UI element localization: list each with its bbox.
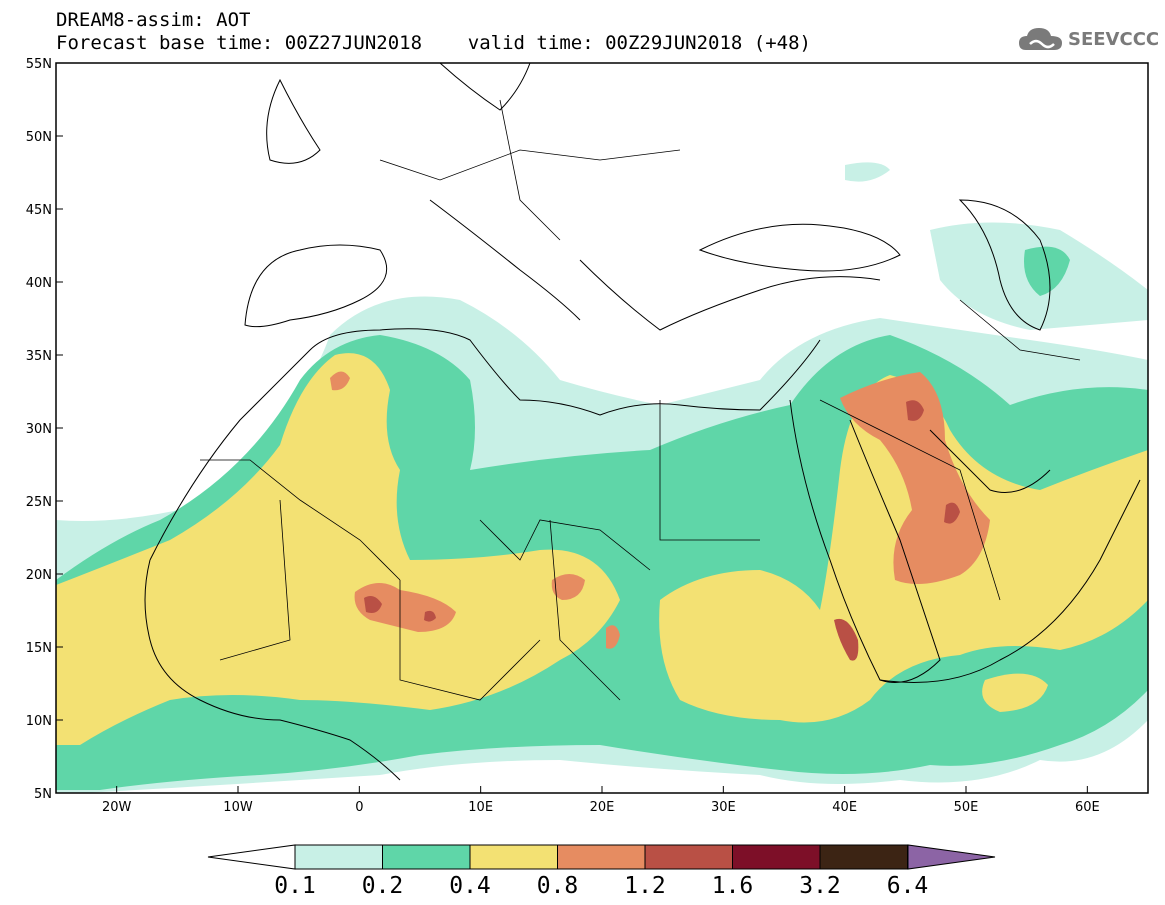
coast-africa-north	[149, 328, 821, 561]
colorbar-label: 0.2	[361, 873, 404, 899]
colorbar-label: 6.4	[886, 873, 929, 899]
aot-contour-0.8-sudan	[606, 625, 620, 649]
map-title: DREAM8-assim: AOT	[56, 9, 251, 31]
colorbar-label: 0.4	[449, 873, 491, 899]
aot-contour-1.2-niger	[424, 610, 436, 622]
lat-tick-label: 5N	[34, 787, 52, 802]
aot-field	[56, 63, 1148, 793]
coast-red-sea	[789, 399, 941, 683]
lat-tick-label: 25N	[26, 495, 52, 510]
border-europe-1	[379, 149, 681, 181]
coast-uk	[266, 78, 321, 164]
border-europe-2	[499, 99, 561, 241]
colorbar-box	[819, 844, 908, 870]
border-mali	[219, 499, 291, 661]
aot-contour-0.8-morocco	[330, 371, 350, 391]
coast-black-sea	[698, 223, 901, 272]
lat-tick-label: 30N	[26, 422, 52, 437]
aot-contour-1.2-iraq	[906, 400, 924, 421]
colorbar-box	[469, 844, 558, 870]
colorbar-boxes	[294, 844, 908, 870]
cloud-icon	[1019, 28, 1062, 50]
aot-contour-0.8-chad	[551, 574, 585, 600]
coastlines	[144, 63, 1141, 781]
lat-tick-label: 55N	[26, 57, 52, 72]
lon-tick-label: 40E	[832, 800, 857, 815]
coast-iberia	[244, 244, 388, 328]
lat-tick-label: 40N	[26, 276, 52, 291]
border-chad	[549, 519, 621, 701]
lat-tick-label: 50N	[26, 130, 52, 145]
colorbar-label: 0.1	[274, 873, 316, 899]
forecast-time-line: Forecast base time: 00Z27JUN2018 valid t…	[56, 32, 811, 54]
coast-persian-gulf	[929, 429, 1051, 493]
colorbar-box	[382, 844, 471, 870]
colorbar-label: 3.2	[799, 873, 841, 899]
colorbar-box	[557, 844, 646, 870]
lat-tick-label: 10N	[26, 714, 52, 729]
lat-tick-label: 35N	[26, 349, 52, 364]
aot-contour-0.8-mesopotamia	[840, 372, 990, 584]
lon-tick-label: 10W	[223, 800, 253, 815]
border-sahara-2	[479, 519, 651, 571]
lon-tick-label: 0	[355, 800, 363, 815]
border-niger	[399, 580, 541, 701]
colorbar	[207, 844, 996, 870]
coast-italy	[429, 199, 581, 321]
aot-contour-0.4-arabia-s	[982, 673, 1048, 712]
coast-africa-west	[144, 559, 401, 781]
aot-contour-0.4	[56, 353, 620, 745]
border-iran	[959, 299, 1081, 361]
seevccc-logo: SEEVCCC	[1018, 24, 1159, 54]
aot-contour-1.2	[364, 596, 382, 613]
coast-scandinavia	[439, 63, 531, 111]
lat-tick-label: 45N	[26, 203, 52, 218]
colorbar-label: 1.6	[711, 873, 754, 899]
colorbar-label: 1.2	[624, 873, 666, 899]
border-arabia	[819, 399, 1001, 601]
border-sahara-1	[200, 459, 401, 581]
axis-ticks: 20W 10W 0 10E 20E 30E 40E 50E 60E 55N 50N 45N 40N 35N…	[26, 57, 1100, 815]
coast-greece-turkey	[579, 259, 881, 331]
lon-tick-label: 50E	[954, 800, 979, 815]
lon-tick-label: 60E	[1075, 800, 1100, 815]
coast-caspian	[958, 199, 1051, 331]
lon-tick-label: 30E	[711, 800, 736, 815]
logo-text: SEEVCCC	[1068, 28, 1160, 50]
lon-tick-label: 20W	[102, 800, 132, 815]
lat-tick-label: 15N	[26, 641, 52, 656]
lon-tick-label: 10E	[468, 800, 493, 815]
aot-contour-0.2-caspian	[1024, 246, 1070, 296]
colorbar-high-triangle	[907, 844, 996, 870]
aot-contour-1.2-eritrea	[834, 618, 859, 661]
border-sudan	[659, 400, 760, 541]
colorbar-box	[294, 844, 383, 870]
colorbar-box	[644, 844, 733, 870]
aot-contour-0.1-ukraine	[845, 162, 890, 182]
lon-tick-label: 20E	[590, 800, 615, 815]
aot-contour-1.2-saudi	[944, 502, 960, 524]
colorbar-label: 0.8	[536, 873, 579, 899]
colorbar-box	[732, 844, 821, 870]
lat-tick-label: 20N	[26, 568, 52, 583]
borders	[200, 99, 1081, 701]
colorbar-low-triangle	[207, 844, 296, 870]
coast-arabia	[879, 479, 1141, 683]
